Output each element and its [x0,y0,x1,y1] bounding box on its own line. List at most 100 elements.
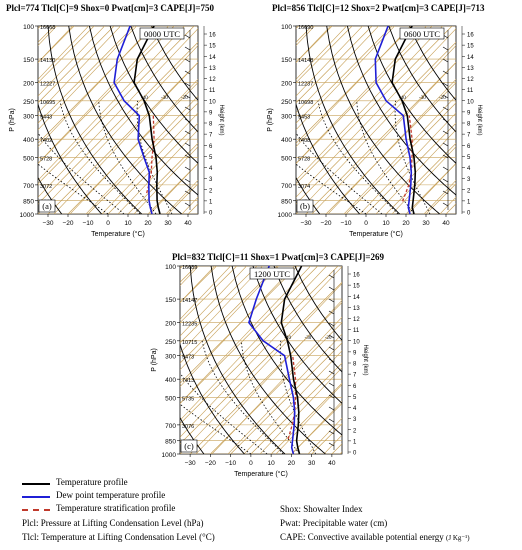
isotherm-label: 0 [221,96,224,101]
moist-adiabat [317,100,399,214]
panel-title: Plcl=856 Tlcl[C]=12 Shox=2 Pwat[cm]=3 CA… [272,3,485,13]
height-tick-label: 15 [467,44,474,50]
temperature-tick-label: −20 [62,220,73,227]
grid-diagonal [101,112,198,214]
height-tick-label: 11 [467,88,474,94]
plcl-definition: Plcl: Pressure at Lifting Condensation L… [22,518,204,528]
wind-barb [442,106,449,111]
grid-diagonal [296,26,395,131]
grid-diagonal [85,95,198,214]
wind-barb [442,154,449,159]
height-tick-label: 5 [467,155,471,161]
shox-definition: Shox: Showalter Index [280,504,363,514]
panel-label-box: (c) [180,439,198,453]
dry-adiabat [388,26,456,133]
temperature-tick-label: 10 [268,460,276,467]
height-tick-label: 14 [209,55,216,61]
pressure-tick-label: 250 [165,339,176,346]
grid-diagonal [180,266,295,388]
temperature-tick-label: 10 [124,220,132,227]
y-axis-label: P (hPa) [151,348,158,372]
wind-barb [442,46,449,51]
pressure-tick-label: 100 [23,24,34,31]
height-label: 14148 [298,58,313,64]
grid-diagonal [38,26,137,131]
panel-label: (b) [300,201,310,211]
height-label: 7402 [40,138,52,144]
wind-barb [328,370,335,375]
isotherm [47,61,198,214]
moist-adiabat [38,163,109,214]
height-label: 14130 [40,58,55,64]
temperature-tick-label: 0 [106,220,110,227]
wind-barb [442,190,449,195]
dewpoint-profile-line [113,26,153,214]
temperature-tick-label: −10 [225,460,236,467]
height-tick-label: 0 [467,211,471,217]
isotherm-label: 10 [241,96,247,101]
isotherm-label: 0 [365,336,368,341]
isotherm [296,26,393,124]
grid-diagonal [296,26,379,114]
time-label-box: 0600 UTC [399,27,445,40]
pwat-definition: Pwat: Precipitable water (cm) [280,518,388,528]
x-axis-label: Temperature (°C) [91,230,145,238]
temperature-tick-label: −30 [185,460,196,467]
dry-adiabat [346,26,456,196]
isotherm-label: 20 [261,96,267,101]
height-tick-label: 3 [353,417,357,423]
height-axis-label: Height (km) [218,104,224,135]
height-label: 5728 [40,156,52,162]
height-tick-label: 6 [209,144,213,150]
pressure-tick-label: 400 [23,137,34,144]
wind-barb [442,118,449,123]
legend-stratification-swatch [22,509,50,511]
dry-adiabat [68,26,182,214]
dry-adiabat [305,26,401,214]
moist-adiabat [38,132,125,214]
height-tick-label: 7 [209,133,213,139]
grid-diagonal [38,26,185,181]
height-label: 3076 [182,424,194,430]
temperature-tick-label: −20 [320,220,331,227]
wind-barb [328,394,335,399]
dry-adiabat [38,102,103,214]
grid-diagonal [296,45,456,214]
grid-diagonal [404,266,522,454]
moist-adiabat [98,100,157,214]
grid-diagonal [165,179,198,214]
pressure-tick-label: 150 [281,57,292,64]
height-label: 16668 [40,25,55,31]
moist-adiabat [180,403,252,454]
height-tick-label: 7 [353,373,357,379]
grid-diagonal [468,266,522,454]
grid-diagonal [407,163,456,214]
isotherm [180,266,258,344]
grid-diagonal [180,266,342,438]
moist-adiabat [356,100,415,214]
wind-barb [184,70,191,75]
grid-diagonal [423,179,456,214]
panel-label: (c) [184,441,194,451]
isotherm-label: -10 [201,96,208,101]
height-label: 9443 [40,115,52,121]
height-tick-label: 2 [467,188,471,194]
isotherm-label: -20 [439,96,446,101]
wind-barb [328,322,335,327]
pressure-tick-label: 200 [23,81,34,88]
height-label: 12237 [298,82,313,88]
isotherm-label: 30 [426,336,432,341]
dry-adiabat [47,26,143,214]
wind-barb [442,166,449,171]
legend-temperature-swatch [22,483,50,485]
wind-barb [184,166,191,171]
height-tick-label: 0 [209,211,213,217]
grid-diagonal [291,400,342,454]
height-tick-label: 8 [209,122,213,128]
wind-barb [442,70,449,75]
wind-barb [328,442,335,447]
sounding-panel-2: -40-30-20-100102030166901414812237106989… [267,3,485,238]
panel-label-box: (a) [38,199,56,213]
pressure-tick-label: 250 [281,99,292,106]
